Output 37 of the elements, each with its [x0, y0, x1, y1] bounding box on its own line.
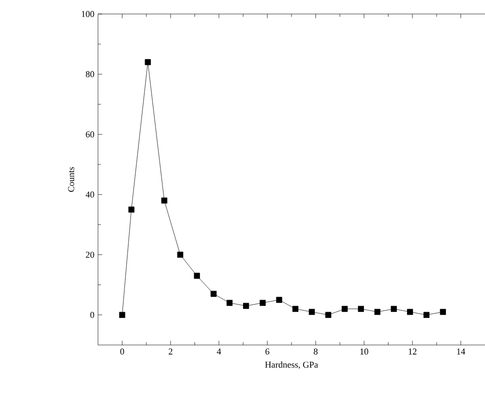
point [177, 252, 184, 258]
point [161, 198, 168, 204]
point [407, 308, 414, 315]
point [210, 290, 217, 297]
y-axis-title: Counts [68, 167, 74, 192]
point [390, 306, 397, 312]
point [260, 300, 266, 306]
y-tick-label: 20 [86, 252, 94, 258]
y-tick-label: 100 [82, 10, 94, 18]
y-tick-label: 80 [86, 71, 94, 78]
point [226, 300, 233, 306]
x-tick-label: 12 [408, 348, 416, 354]
point [276, 296, 282, 303]
point [119, 312, 126, 318]
point [144, 59, 151, 66]
x-tick-label: 2 [168, 348, 172, 354]
x-tick-label: 14 [457, 348, 466, 354]
x-tick-label: 8 [314, 348, 318, 355]
point [308, 308, 315, 315]
y-tick-label: 60 [86, 131, 94, 138]
point [325, 312, 332, 318]
x-tick-label: 4 [216, 348, 222, 354]
point [194, 272, 200, 279]
point [292, 306, 298, 312]
point [128, 206, 134, 213]
point [358, 306, 364, 312]
x-axis-title: Hardness, GPa [265, 361, 318, 370]
y-tick-label: 40 [86, 192, 94, 198]
x-tick-label: 0 [120, 348, 124, 355]
point [440, 308, 446, 315]
point [342, 306, 348, 312]
point [423, 312, 430, 318]
point [243, 302, 250, 309]
y-tick-label: 0 [90, 312, 94, 318]
x-tick-label: 10 [360, 348, 368, 355]
x-tick-label: 6 [265, 348, 270, 355]
point [374, 308, 380, 315]
